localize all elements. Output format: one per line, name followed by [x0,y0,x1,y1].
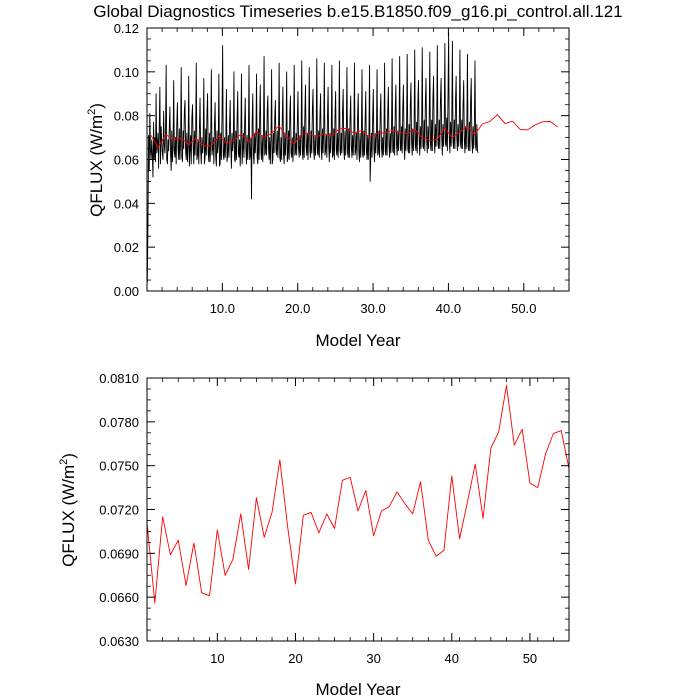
y-tick-label: 0.08 [114,109,139,124]
series-line-annual [146,384,570,604]
top-timeseries-panel: Global Diagnostics Timeseries b.e15.B185… [86,2,623,350]
top-y-axis-label: QFLUX (W/m2) [86,103,106,217]
bottom-y-axis-label: QFLUX (W/m2) [58,453,78,567]
y-tick-label: 0.0690 [99,546,139,561]
x-tick-label: 40.0 [436,301,461,316]
x-tick-label: 20.0 [285,301,310,316]
bottom-x-axis-label: Model Year [315,680,400,699]
y-tick-label: 0.02 [114,240,139,255]
y-tick-label: 0.0750 [99,459,139,474]
y-tick-label: 0.12 [114,21,139,36]
x-tick-label: 20 [288,651,302,666]
y-tick-label: 0.0780 [99,415,139,430]
top-y-axis-label-main: QFLUX (W/m [87,115,106,217]
x-tick-label: 30 [366,651,380,666]
series-line-annual [150,114,558,148]
y-tick-label: 0.0810 [99,371,139,386]
y-tick-label: 0.0720 [99,503,139,518]
bottom-annual-mean-panel: QFLUX (W/m2) Model Year 10 20 30 40 50 0.0630… [58,371,570,699]
bottom-y-axis-label-main: QFLUX (W/m [59,465,78,567]
series-line-monthly [146,31,479,283]
y-tick-label: 0.0630 [99,634,139,649]
bottom-y-axis-label-superscript: 2 [58,459,70,465]
y-tick-label: 0.00 [114,284,139,299]
top-y-axis-label-superscript: 2 [86,109,98,115]
y-tick-label: 0.10 [114,65,139,80]
x-tick-label: 50.0 [511,301,536,316]
bottom-y-axis-label-close: ) [59,453,78,459]
x-tick-label: 50 [523,651,537,666]
y-tick-label: 0.0660 [99,590,139,605]
x-tick-label: 30.0 [360,301,385,316]
top-x-axis-label: Model Year [315,331,400,350]
chart-title: Global Diagnostics Timeseries b.e15.B185… [93,2,622,21]
top-y-axis-label-close: ) [87,103,106,109]
y-tick-label: 0.06 [114,153,139,168]
x-tick-label: 10.0 [210,301,235,316]
x-tick-label: 10 [210,651,224,666]
y-tick-label: 0.04 [114,196,139,211]
x-tick-label: 40 [445,651,459,666]
